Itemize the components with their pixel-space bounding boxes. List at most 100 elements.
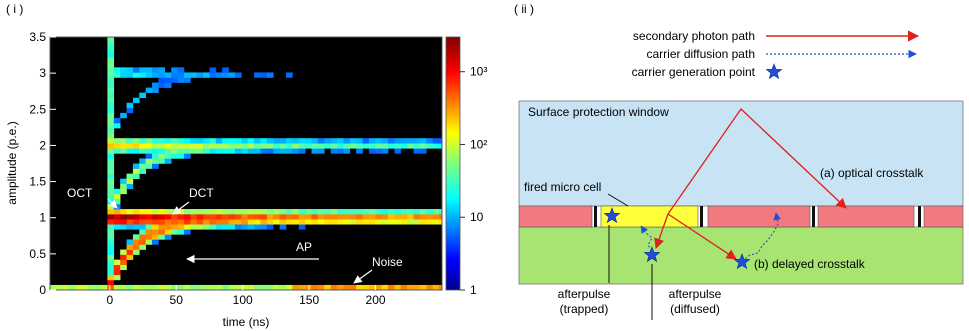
heatmap-cell bbox=[286, 72, 293, 78]
heatmap-cell bbox=[139, 234, 146, 240]
heatmap-cell bbox=[298, 143, 306, 149]
y-tick-label: 1 bbox=[39, 211, 46, 225]
heatmap-cell bbox=[413, 214, 421, 220]
heatmap-cell bbox=[107, 97, 115, 104]
heatmap-cell bbox=[107, 229, 115, 235]
heatmap-cell bbox=[107, 183, 115, 190]
heatmap-cell bbox=[368, 143, 376, 149]
heatmap-cell bbox=[107, 274, 115, 281]
heatmap-cell bbox=[375, 284, 382, 290]
afterpulse-diffused-label-2: (diffused) bbox=[670, 302, 720, 316]
heatmap-cell bbox=[356, 219, 363, 225]
heatmap-cell bbox=[203, 284, 210, 290]
heatmap-cell bbox=[317, 148, 325, 154]
heatmap-cell bbox=[177, 229, 185, 235]
heatmap-cell bbox=[126, 254, 134, 260]
heatmap-cell bbox=[196, 224, 204, 230]
heatmap-cell bbox=[330, 219, 338, 225]
heatmap-cell bbox=[349, 138, 357, 144]
heatmap-cell bbox=[164, 214, 172, 220]
y-tick-label: 2.5 bbox=[29, 102, 46, 116]
heatmap-cell bbox=[222, 72, 229, 78]
heatmap-cell bbox=[69, 284, 76, 290]
heatmap-cell bbox=[368, 148, 376, 154]
heatmap-cell bbox=[381, 214, 389, 220]
heatmap-cell bbox=[152, 148, 159, 154]
heatmap-cell bbox=[107, 193, 115, 200]
heatmap-cell bbox=[286, 143, 293, 149]
heatmap-cell bbox=[273, 219, 280, 225]
heatmap-cell bbox=[343, 143, 351, 149]
heatmap-cell bbox=[368, 214, 376, 220]
heatmap-cell bbox=[120, 219, 127, 225]
heatmap-cell bbox=[113, 143, 121, 149]
heatmap-cell bbox=[171, 284, 178, 290]
heatmap-cell bbox=[234, 148, 242, 154]
heatmap-cell bbox=[113, 198, 121, 205]
heatmap-cell bbox=[152, 219, 159, 225]
heatmap-cell bbox=[88, 284, 95, 290]
x-tick-label: 150 bbox=[299, 293, 319, 307]
heatmap-cell bbox=[171, 153, 178, 159]
heatmap-cell bbox=[203, 148, 210, 154]
heatmap-cell bbox=[145, 138, 153, 144]
heatmap-cell bbox=[222, 284, 229, 290]
heatmap-cell bbox=[113, 193, 121, 200]
heatmap-cell bbox=[139, 219, 146, 225]
heatmap-cell bbox=[120, 224, 127, 230]
heatmap-cell bbox=[432, 219, 440, 225]
heatmap-cell bbox=[120, 67, 127, 73]
heatmap-cell bbox=[222, 138, 229, 144]
heatmap-cells bbox=[50, 37, 442, 290]
heatmap-cell bbox=[203, 138, 210, 144]
annotation-ap: AP bbox=[296, 240, 312, 254]
heatmap-cell bbox=[62, 284, 70, 290]
heatmap-cell bbox=[107, 107, 115, 114]
heatmap-cell bbox=[432, 214, 440, 220]
annotation-dct: DCT bbox=[189, 186, 214, 200]
heatmap-cell bbox=[107, 244, 115, 250]
heatmap-cell bbox=[158, 284, 166, 290]
heatmap-cell bbox=[330, 138, 338, 144]
heatmap-cell bbox=[209, 143, 217, 149]
heatmap-cell bbox=[171, 138, 178, 144]
heatmap-cell bbox=[145, 209, 153, 215]
heatmap-cell bbox=[139, 163, 146, 169]
annotation-noise: Noise bbox=[372, 255, 403, 269]
heatmap-cell bbox=[107, 269, 115, 276]
heatmap-cell bbox=[215, 138, 223, 144]
heatmap-cell bbox=[394, 148, 402, 154]
heatmap-cell bbox=[152, 209, 159, 215]
heatmap-cell bbox=[215, 148, 223, 154]
heatmap-cell bbox=[132, 214, 140, 220]
micro-cell-3 bbox=[707, 205, 811, 228]
heatmap-cell bbox=[368, 138, 376, 144]
heatmap-cell bbox=[107, 77, 115, 83]
heatmap-cell bbox=[196, 138, 204, 144]
heatmap-cell bbox=[190, 209, 197, 215]
heatmap-cell bbox=[260, 214, 268, 220]
heatmap-cell bbox=[419, 214, 427, 220]
heatmap-cell bbox=[107, 37, 115, 43]
heatmap-cell bbox=[279, 224, 287, 230]
heatmap-cell bbox=[260, 284, 268, 290]
heatmap-cell bbox=[177, 72, 185, 78]
heatmap-cell bbox=[298, 214, 306, 220]
heatmap-cell bbox=[260, 72, 268, 78]
heatmap-cell bbox=[183, 148, 191, 154]
heatmap-cell bbox=[222, 143, 229, 149]
heatmap-cell bbox=[222, 67, 229, 73]
heatmap-cell bbox=[152, 138, 159, 144]
heatmap-cell bbox=[107, 117, 115, 124]
heatmap-cell bbox=[107, 87, 115, 93]
heatmap-cell bbox=[432, 143, 440, 149]
heatmap-cell bbox=[439, 214, 442, 220]
annotation-dct-arrow bbox=[172, 201, 190, 215]
heatmap-cell bbox=[203, 214, 210, 220]
heatmap-cell bbox=[419, 219, 427, 225]
heatmap-cell bbox=[362, 284, 370, 290]
heatmap-cell bbox=[158, 209, 166, 215]
heatmap-cell bbox=[286, 209, 293, 215]
heatmap-cell bbox=[164, 209, 172, 215]
heatmap-cell bbox=[381, 219, 389, 225]
